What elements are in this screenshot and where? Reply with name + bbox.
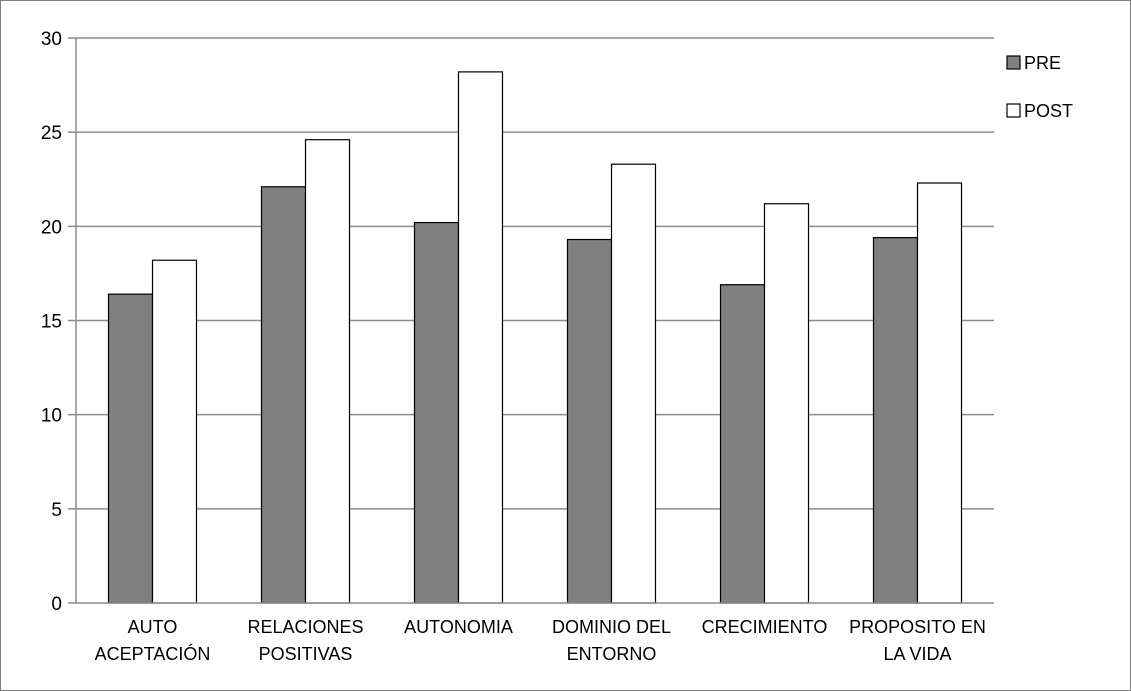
x-category-label: PROPOSITO EN bbox=[849, 617, 986, 637]
bar-post bbox=[763, 203, 810, 604]
bar-pre bbox=[719, 284, 766, 604]
legend-label-post: POST bbox=[1024, 101, 1073, 121]
x-category-label: AUTONOMIA bbox=[404, 617, 513, 637]
bar-post bbox=[457, 71, 504, 604]
legend-swatch-post bbox=[1006, 103, 1021, 118]
x-category-label: POSITIVAS bbox=[259, 644, 353, 664]
bars bbox=[107, 71, 963, 604]
x-category-label: RELACIONES bbox=[247, 617, 363, 637]
bar-pre bbox=[413, 221, 460, 604]
y-axis-ticks: 0 5 10 15 20 25 30 bbox=[41, 29, 76, 615]
bar-pre bbox=[260, 186, 307, 604]
gridlines bbox=[76, 37, 994, 510]
x-category-label: LA VIDA bbox=[883, 644, 951, 664]
legend-swatch-pre bbox=[1006, 55, 1021, 70]
x-category-label: ACEPTACIÓN bbox=[95, 643, 211, 664]
x-category-label: AUTO bbox=[128, 617, 178, 637]
x-category-label: ENTORNO bbox=[567, 644, 657, 664]
y-tick-label: 30 bbox=[41, 29, 62, 50]
bar-post bbox=[304, 139, 351, 604]
y-tick-label: 20 bbox=[41, 217, 62, 238]
y-tick-label: 0 bbox=[51, 594, 62, 615]
y-tick-label: 5 bbox=[51, 500, 62, 521]
y-tick-label: 15 bbox=[41, 312, 62, 333]
bar-pre bbox=[872, 237, 919, 604]
bar-post bbox=[916, 182, 963, 604]
bar-post bbox=[151, 259, 198, 604]
x-axis-labels: AUTO ACEPTACIÓN RELACIONES POSITIVAS AUTONOM… bbox=[95, 617, 986, 664]
legend-label-pre: PRE bbox=[1024, 53, 1061, 73]
bar-post bbox=[610, 163, 657, 604]
x-category-label: CRECIMIENTO bbox=[702, 617, 828, 637]
y-tick-label: 25 bbox=[41, 123, 62, 144]
bar-pre bbox=[107, 293, 154, 604]
bar-pre bbox=[566, 238, 613, 604]
y-tick-label: 10 bbox=[41, 406, 62, 427]
axes bbox=[75, 38, 994, 604]
legend: PRE POST bbox=[1006, 53, 1073, 121]
x-category-label: DOMINIO DEL bbox=[552, 617, 671, 637]
